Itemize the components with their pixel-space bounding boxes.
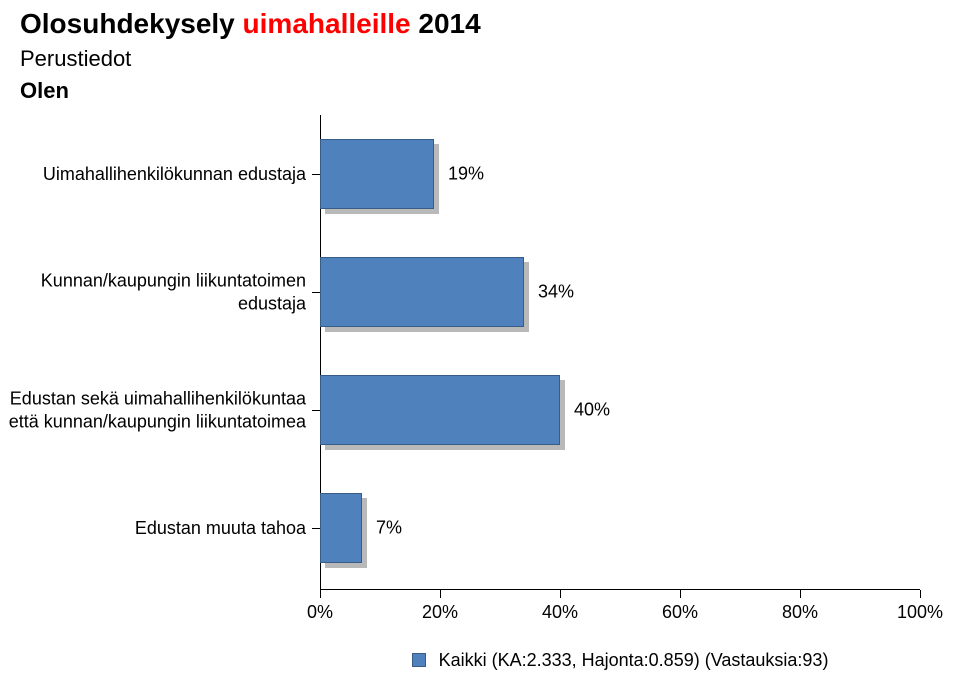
x-tick — [440, 590, 441, 598]
value-label: 19% — [448, 164, 484, 185]
y-tick — [312, 410, 320, 411]
bar-row: Uimahallihenkilökunnan edustaja19% — [320, 139, 920, 209]
page-title: Olosuhdekysely uimahalleille 2014 — [20, 8, 481, 40]
x-tick-label: 40% — [542, 602, 578, 623]
category-label: Edustan muuta tahoa — [6, 517, 306, 540]
y-tick — [312, 292, 320, 293]
y-tick — [312, 174, 320, 175]
bar-row: Edustan muuta tahoa7% — [320, 493, 920, 563]
legend-text: Kaikki (KA:2.333, Hajonta:0.859) (Vastau… — [439, 650, 829, 671]
subtitle: Perustiedot — [20, 46, 131, 72]
x-tick — [320, 590, 321, 598]
category-label: Uimahallihenkilökunnan edustaja — [6, 163, 306, 186]
x-tick-label: 80% — [782, 602, 818, 623]
bar — [320, 257, 524, 327]
value-label: 34% — [538, 282, 574, 303]
legend: Kaikki (KA:2.333, Hajonta:0.859) (Vastau… — [320, 650, 920, 671]
title-part-b: uimahalleille — [243, 8, 411, 39]
x-tick-label: 60% — [662, 602, 698, 623]
x-tick — [560, 590, 561, 598]
x-tick-label: 100% — [897, 602, 943, 623]
bar — [320, 375, 560, 445]
title-part-a: Olosuhdekysely — [20, 8, 243, 39]
x-tick-label: 0% — [307, 602, 333, 623]
x-axis — [320, 589, 920, 590]
value-label: 7% — [376, 518, 402, 539]
bar-row: Kunnan/kaupungin liikuntatoimen edustaja… — [320, 257, 920, 327]
bar-row: Edustan sekä uimahallihenkilökuntaa että… — [320, 375, 920, 445]
bar — [320, 139, 434, 209]
y-tick — [312, 528, 320, 529]
question-label: Olen — [20, 78, 69, 104]
value-label: 40% — [574, 400, 610, 421]
title-part-c: 2014 — [411, 8, 481, 39]
page: Olosuhdekysely uimahalleille 2014 Perust… — [0, 0, 960, 683]
x-tick-label: 20% — [422, 602, 458, 623]
x-tick — [920, 590, 921, 598]
x-tick — [680, 590, 681, 598]
x-tick — [800, 590, 801, 598]
category-label: Edustan sekä uimahallihenkilökuntaa että… — [6, 388, 306, 433]
bar-chart: 0%20%40%60%80%100%Uimahallihenkilökunnan… — [320, 115, 920, 590]
category-label: Kunnan/kaupungin liikuntatoimen edustaja — [6, 270, 306, 315]
legend-swatch — [412, 653, 426, 667]
bar — [320, 493, 362, 563]
